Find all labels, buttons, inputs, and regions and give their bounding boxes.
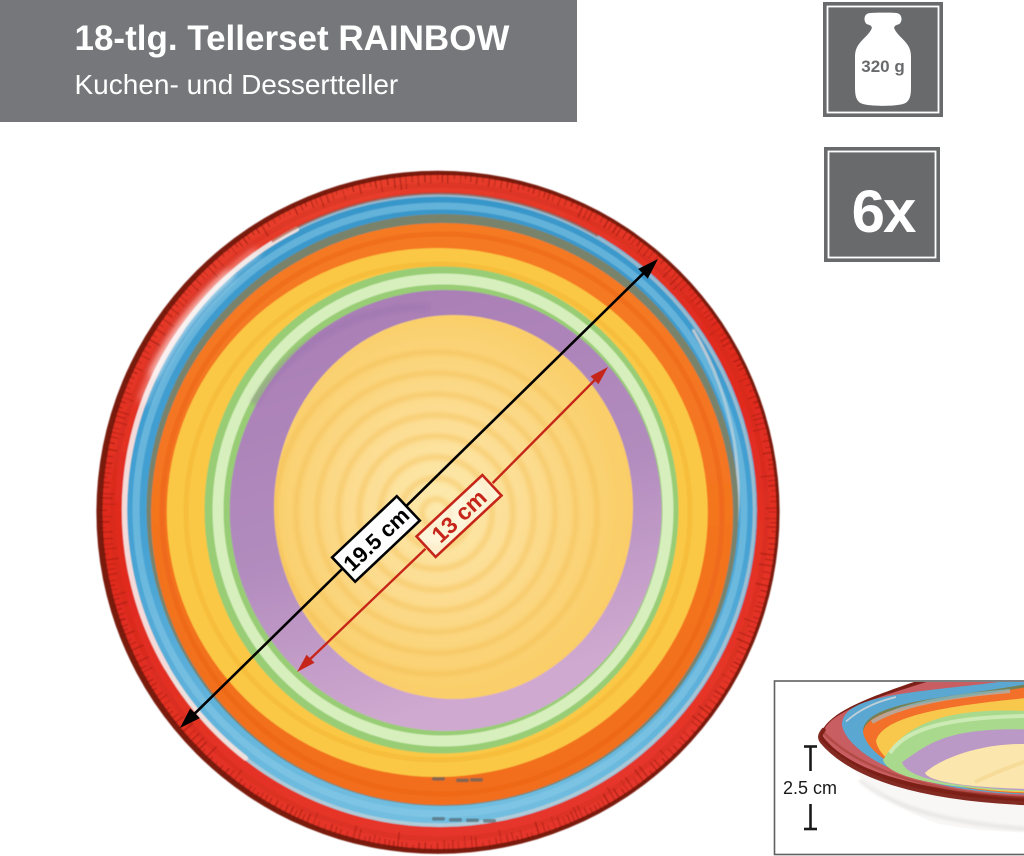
svg-text:18-tlg. Tellerset RAINBOW: 18-tlg. Tellerset RAINBOW xyxy=(75,19,510,58)
svg-text:320 g: 320 g xyxy=(861,57,904,76)
svg-text:2.5 cm: 2.5 cm xyxy=(783,778,837,798)
svg-text:Kuchen- und Dessertteller: Kuchen- und Dessertteller xyxy=(75,69,399,100)
svg-text:6x: 6x xyxy=(852,178,916,245)
